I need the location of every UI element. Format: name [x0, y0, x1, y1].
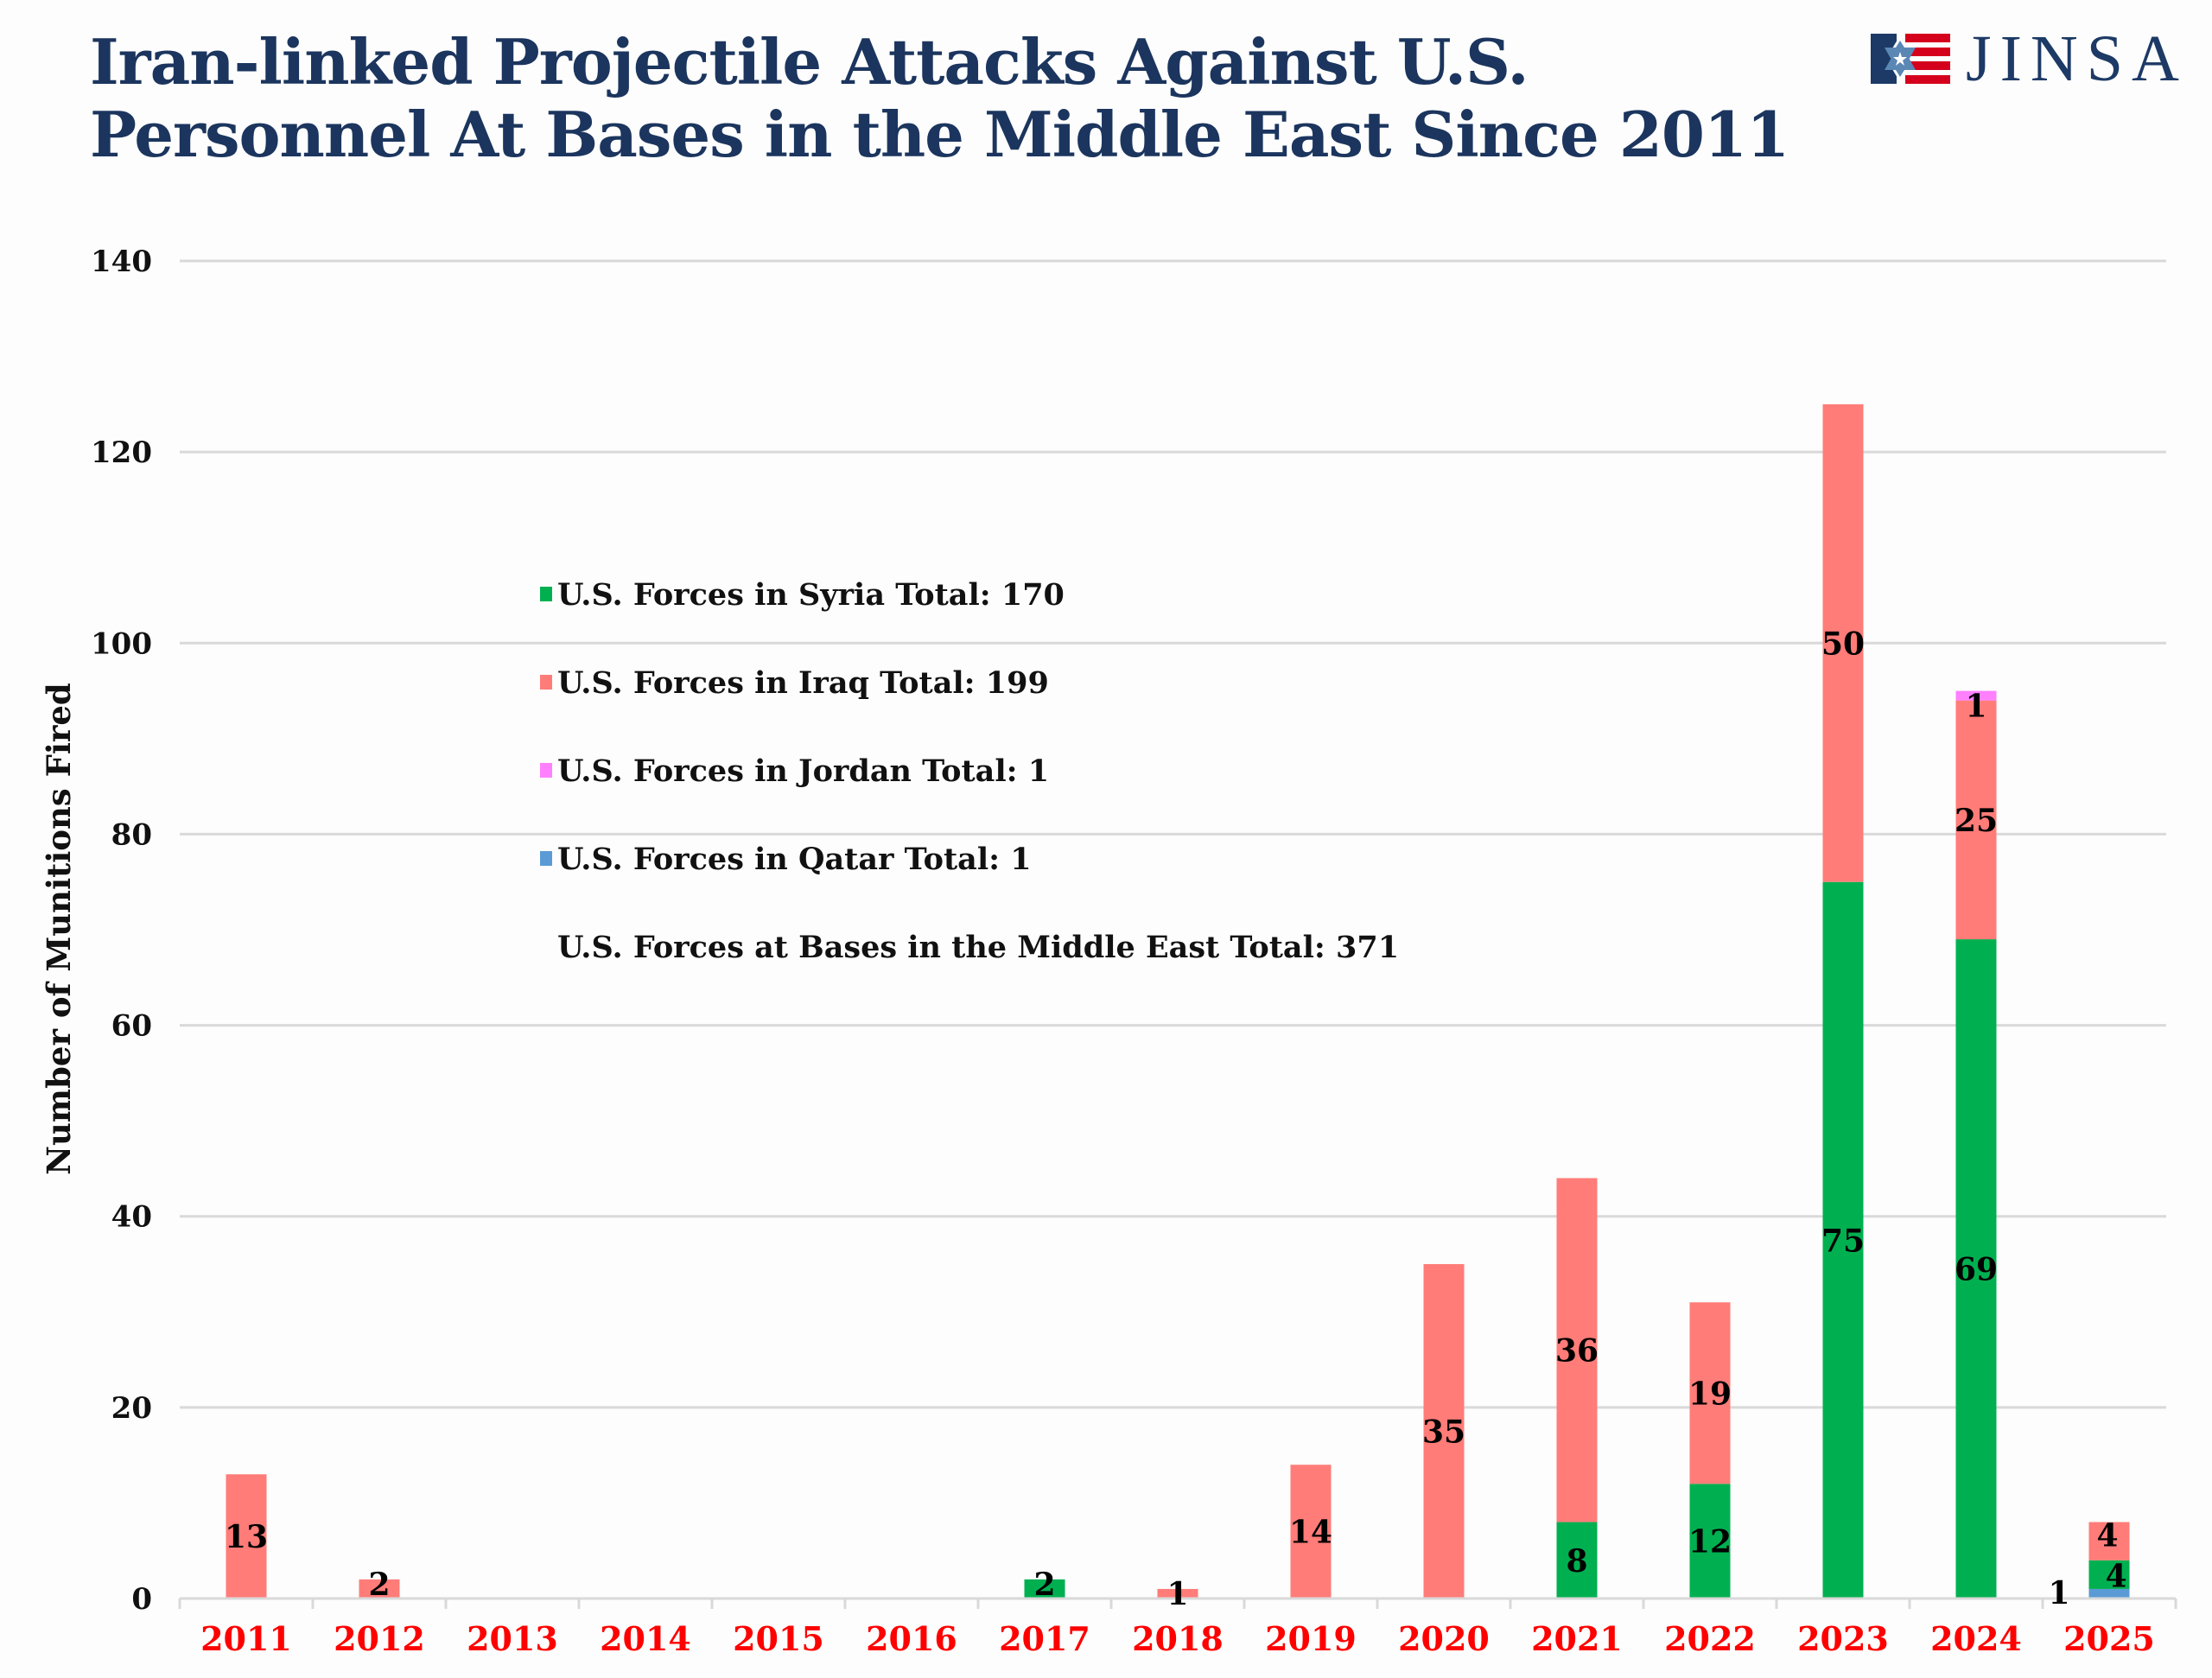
bar-iraq-2011 [226, 1474, 267, 1599]
x-tick-2022: 2022 [1664, 1619, 1756, 1658]
bar-syria-2021 [1556, 1522, 1598, 1599]
data-label-iraq-2020: 35 [1422, 1414, 1465, 1451]
bar-iraq-2025 [2088, 1522, 2130, 1560]
data-label-iraq-2019: 14 [1289, 1515, 1332, 1551]
bar-syria-2024 [1955, 939, 1997, 1599]
data-label-iraq-2018: 1 [1166, 1576, 1188, 1612]
bar-iraq-2021 [1556, 1178, 1598, 1522]
legend-swatch-iraq [540, 675, 552, 690]
bar-iraq-2012 [359, 1579, 400, 1599]
bar-iraq-2020 [1423, 1264, 1465, 1599]
y-tick-0: 0 [131, 1582, 152, 1617]
bar-qatar-2025 [2088, 1588, 2130, 1599]
y-tick-20: 20 [111, 1391, 152, 1426]
x-tick-2020: 2020 [1398, 1619, 1490, 1658]
bar-iraq-2022 [1689, 1302, 1731, 1484]
legend-label-iraq: U.S. Forces in Iraq Total: 199 [557, 665, 1049, 701]
y-tick-labels: 0 20 40 60 80 100 120 140 [91, 245, 152, 1617]
y-tick-40: 40 [111, 1200, 152, 1235]
x-tick-2018: 2018 [1132, 1619, 1224, 1658]
gridlines [180, 259, 2166, 1409]
x-tick-2016: 2016 [866, 1619, 957, 1658]
title-line-1: Iran-linked Projectile Attacks Against U… [90, 25, 1529, 99]
legend-swatch-total [540, 939, 552, 954]
x-tick-2011: 2011 [200, 1619, 292, 1658]
x-tick-labels: 2011 2012 2013 2014 2015 2016 2017 2018 2019 2020… [200, 1619, 2155, 1658]
data-label-iraq-2023: 50 [1821, 626, 1865, 662]
data-label-iraq-2021: 36 [1555, 1333, 1599, 1370]
bars [226, 404, 2130, 1599]
legend-label-qatar: U.S. Forces in Qatar Total: 1 [557, 842, 1032, 877]
y-tick-140: 140 [91, 245, 152, 279]
x-tick-2014: 2014 [600, 1619, 691, 1658]
data-label-iraq-2024: 25 [1955, 803, 1998, 839]
data-label-iraq-2025: 4 [2096, 1518, 2118, 1554]
data-label-syria-2022: 12 [1688, 1524, 1732, 1560]
data-label-syria-2017: 2 [1033, 1567, 1055, 1603]
legend-item-iraq: U.S. Forces in Iraq Total: 199 [540, 665, 1049, 701]
logo-text: JINSA [1966, 22, 2188, 95]
x-tick-2019: 2019 [1265, 1619, 1357, 1658]
legend-item-qatar: U.S. Forces in Qatar Total: 1 [540, 842, 1032, 877]
y-tick-120: 120 [91, 435, 152, 470]
y-tick-100: 100 [91, 626, 152, 661]
bar-syria-2017 [1024, 1579, 1065, 1599]
bar-iraq-2023 [1822, 404, 1864, 882]
y-tick-60: 60 [111, 1009, 152, 1044]
y-tick-80: 80 [111, 817, 152, 852]
data-label-syria-2024: 69 [1955, 1252, 1998, 1288]
bar-iraq-2018 [1157, 1588, 1198, 1599]
bar-syria-2023 [1822, 881, 1864, 1599]
data-label-syria-2021: 8 [1566, 1543, 1587, 1579]
legend-swatch-syria [540, 587, 552, 601]
legend-label-jordan: U.S. Forces in Jordan Total: 1 [557, 753, 1050, 789]
legend-label-syria: U.S. Forces in Syria Total: 170 [557, 577, 1065, 613]
x-tick-2015: 2015 [733, 1619, 824, 1658]
x-tick-2017: 2017 [999, 1619, 1090, 1658]
data-label-jordan-2024: 1 [1965, 689, 1986, 725]
bar-syria-2025 [2088, 1560, 2130, 1589]
legend-item-syria: U.S. Forces in Syria Total: 170 [540, 577, 1065, 613]
title-line-2: Personnel At Bases in the Middle East Si… [90, 98, 1789, 171]
data-label-syria-2023: 75 [1821, 1223, 1865, 1259]
x-tick-2025: 2025 [2063, 1619, 2155, 1658]
x-tick-2024: 2024 [1930, 1619, 2022, 1658]
x-axis [178, 1597, 2177, 1609]
legend-item-total: U.S. Forces at Bases in the Middle East … [540, 930, 1399, 965]
data-label-syria-2025: 4 [2105, 1558, 2126, 1594]
x-tick-2012: 2012 [334, 1619, 425, 1658]
x-tick-2013: 2013 [467, 1619, 558, 1658]
flag-star-icon [1871, 34, 1950, 84]
jinsa-logo: JINSA [1871, 26, 2188, 92]
data-label-iraq-2012: 2 [368, 1567, 390, 1603]
legend-swatch-jordan [540, 763, 552, 778]
bar-syria-2022 [1689, 1484, 1731, 1599]
legend-label-total: U.S. Forces at Bases in the Middle East … [557, 930, 1400, 965]
x-tick-2023: 2023 [1797, 1619, 1889, 1658]
data-label-qatar-2025: 1 [2048, 1575, 2069, 1611]
data-label-iraq-2011: 13 [225, 1519, 268, 1555]
legend-swatch-qatar [540, 851, 552, 866]
bar-jordan-2024 [1955, 690, 1997, 701]
legend-item-jordan: U.S. Forces in Jordan Total: 1 [540, 753, 1049, 789]
data-label-iraq-2022: 19 [1688, 1376, 1732, 1412]
chart-title: Iran-linked Projectile Attacks Against U… [90, 26, 1789, 171]
x-tick-2021: 2021 [1531, 1619, 1623, 1658]
bar-iraq-2019 [1290, 1465, 1332, 1599]
bar-iraq-2024 [1955, 700, 1997, 940]
